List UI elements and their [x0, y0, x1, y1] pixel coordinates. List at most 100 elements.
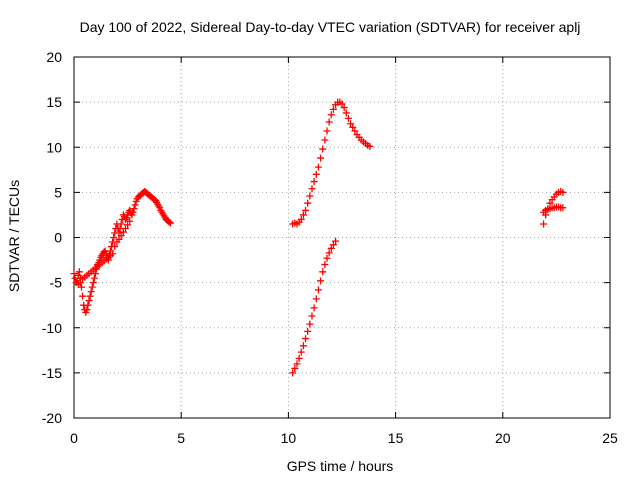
data-point: [327, 244, 335, 252]
data-point: [121, 224, 129, 232]
data-point: [540, 220, 548, 228]
data-point: [297, 348, 305, 356]
data-point: [325, 249, 333, 257]
data-point: [319, 145, 327, 153]
data-point: [366, 142, 374, 150]
data-point: [349, 123, 357, 131]
data-point: [325, 118, 333, 126]
data-point: [88, 283, 96, 291]
data-point: [76, 279, 84, 287]
y-axis-title: SDTVAR / TECUs: [6, 180, 22, 292]
data-point: [131, 201, 139, 209]
data-point: [329, 105, 337, 113]
x-tick-label: 0: [70, 430, 78, 446]
data-point: [295, 354, 303, 362]
data-point: [83, 306, 91, 314]
y-tick-label: 10: [46, 139, 62, 155]
data-point: [119, 228, 127, 236]
data-point: [306, 192, 314, 200]
data-point: [115, 235, 123, 243]
data-point: [332, 237, 340, 245]
data-point: [117, 220, 125, 228]
data-point: [86, 292, 94, 300]
data-point: [327, 111, 335, 119]
data-point: [317, 277, 325, 285]
series-track-3: [289, 98, 374, 228]
data-point: [347, 120, 355, 128]
data-point: [129, 208, 137, 216]
y-tick-label: 5: [54, 184, 62, 200]
data-point: [321, 261, 329, 269]
data-point: [110, 234, 118, 241]
series-track-4: [289, 237, 340, 377]
data-point: [317, 154, 325, 162]
y-tick-label: -20: [42, 410, 62, 426]
data-point: [166, 219, 174, 227]
y-tick-label: 20: [46, 49, 62, 65]
chart-title: Day 100 of 2022, Sidereal Day-to-day VTE…: [80, 19, 581, 35]
y-tick-label: -15: [42, 365, 62, 381]
x-tick-label: 25: [602, 430, 618, 446]
grid: [74, 57, 610, 418]
x-tick-label: 20: [495, 430, 511, 446]
data-point: [559, 188, 567, 196]
data-point: [124, 221, 132, 229]
data-point: [90, 274, 98, 282]
series-track-5: [540, 187, 567, 228]
y-tick-labels: -20 -15 -10 -5 0 5 10 15 20: [42, 49, 62, 426]
data-point: [75, 268, 83, 276]
data-point: [314, 286, 322, 294]
data-point: [342, 109, 350, 117]
data-point: [85, 297, 93, 305]
data-point: [289, 369, 297, 377]
data-point: [323, 254, 331, 262]
data-point: [117, 232, 125, 240]
data-point: [84, 301, 92, 309]
x-tick-labels: 0 5 10 15 20 25: [70, 430, 618, 446]
data-point: [297, 215, 305, 223]
data-point: [310, 304, 318, 312]
data-point: [302, 335, 310, 343]
data-point: [329, 241, 337, 249]
data-point: [310, 178, 318, 186]
data-point: [126, 217, 134, 225]
series-track-2: [74, 217, 134, 288]
data-point: [304, 199, 312, 207]
data-point: [304, 327, 312, 335]
data-point: [306, 320, 314, 328]
data-point: [130, 205, 138, 213]
y-tick-label: -5: [50, 275, 63, 291]
x-tick-label: 5: [177, 430, 185, 446]
x-tick-label: 15: [388, 430, 404, 446]
data-point: [344, 114, 352, 122]
data-point: [70, 270, 78, 278]
data-point: [340, 104, 348, 112]
data-point: [291, 364, 299, 372]
y-tick-label: -10: [42, 320, 62, 336]
data-point: [165, 218, 173, 226]
data-point: [351, 127, 359, 135]
data-point: [293, 360, 301, 368]
series-track-1: [70, 187, 174, 316]
data-point: [111, 243, 119, 251]
x-axis-title: GPS time / hours: [287, 458, 394, 474]
data-point: [319, 268, 327, 276]
data-point: [302, 206, 310, 214]
axis-ticks: [73, 56, 611, 419]
data-points: [70, 98, 567, 377]
series-track-6: [540, 203, 567, 216]
data-point: [312, 170, 320, 178]
data-point: [314, 163, 322, 171]
data-point: [308, 185, 316, 193]
data-point: [308, 312, 316, 320]
data-point: [338, 100, 346, 108]
data-point: [89, 279, 97, 287]
data-point: [87, 288, 95, 296]
y-tick-label: 15: [46, 94, 62, 110]
data-point: [312, 295, 320, 303]
data-point: [559, 204, 567, 212]
data-point: [299, 211, 307, 219]
data-point: [79, 292, 87, 300]
data-point: [109, 250, 117, 258]
